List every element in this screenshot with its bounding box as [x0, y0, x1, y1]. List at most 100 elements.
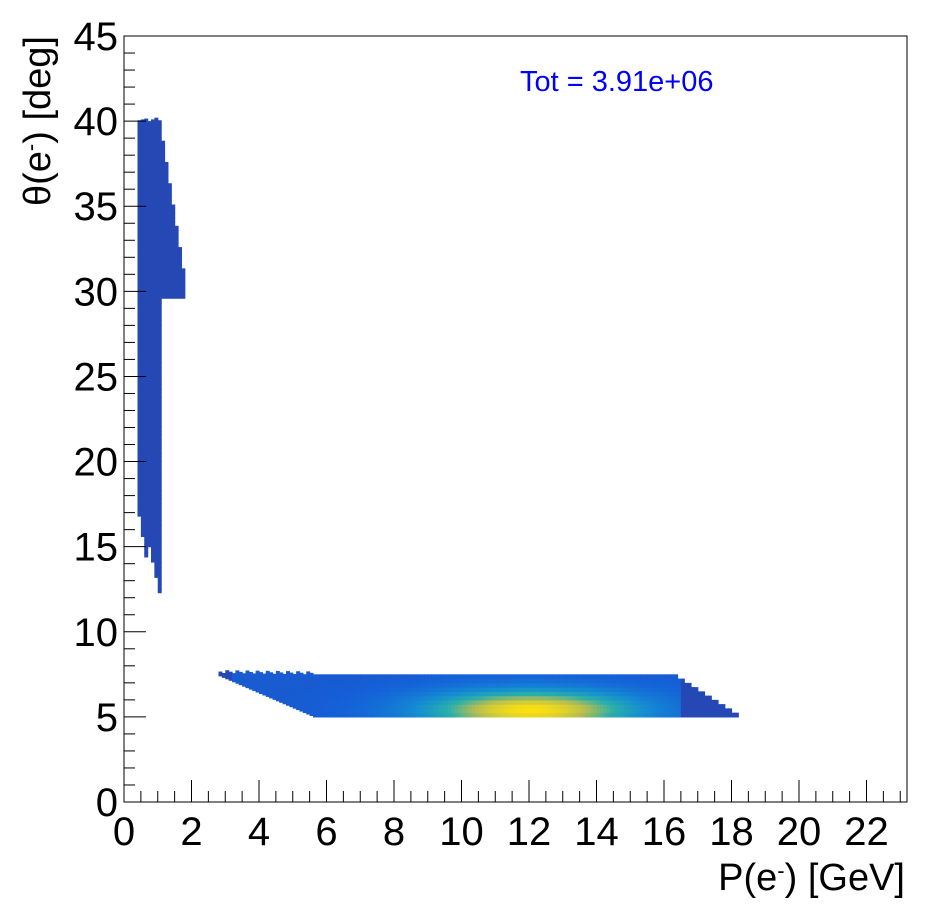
heatmap-cell	[144, 548, 149, 554]
heatmap-cell	[556, 699, 560, 705]
heatmap-cell	[252, 673, 257, 679]
heatmap-cell	[154, 564, 159, 570]
heatmap-cell	[313, 695, 317, 701]
heatmap-cell	[151, 361, 155, 367]
heatmap-cell	[441, 682, 446, 688]
heatmap-cell	[660, 687, 665, 692]
heatmap-cell	[144, 522, 149, 528]
heatmap-cell	[407, 699, 412, 705]
heatmap-cell	[147, 504, 152, 509]
heatmap-cell	[171, 293, 176, 299]
heatmap-cell	[286, 692, 290, 698]
heatmap-cell	[137, 460, 142, 466]
heatmap-cell	[643, 678, 648, 684]
heatmap-cell	[701, 691, 706, 697]
heatmap-cell	[461, 674, 466, 680]
heatmap-cell	[599, 695, 604, 701]
heatmap-cell	[154, 436, 159, 442]
heatmap-cell	[701, 708, 706, 714]
heatmap-cell	[140, 357, 145, 363]
heatmap-cell	[144, 182, 149, 188]
heatmap-cell	[545, 691, 550, 697]
heatmap-cell	[454, 699, 459, 705]
heatmap-cell	[157, 588, 162, 594]
heatmap-cell	[151, 438, 155, 444]
heatmap-cell	[468, 699, 473, 705]
heatmap-cell	[616, 674, 621, 680]
heatmap-cell	[454, 674, 459, 680]
heatmap-cell	[566, 708, 571, 714]
heatmap-cell	[525, 708, 530, 714]
heatmap-cell	[427, 695, 432, 701]
heatmap-cell	[137, 435, 142, 441]
heatmap-cell	[157, 388, 162, 394]
heatmap-cell	[572, 687, 577, 692]
heatmap-cell	[289, 676, 294, 682]
heatmap-cell	[623, 699, 628, 705]
heatmap-cell	[137, 141, 142, 147]
heatmap-cell	[140, 161, 145, 167]
heatmap-cell	[583, 682, 587, 688]
heatmap-cell	[687, 691, 692, 697]
heatmap-cell	[151, 502, 155, 508]
heatmap-cell	[444, 678, 449, 684]
heatmap-cell	[265, 683, 270, 689]
heatmap-cell	[151, 510, 155, 516]
heatmap-cell	[340, 674, 344, 680]
heatmap-cell	[680, 699, 685, 705]
heatmap-cell	[333, 687, 338, 692]
heatmap-cell	[167, 247, 172, 252]
heatmap-cell	[626, 678, 631, 684]
heatmap-cell	[157, 435, 162, 441]
heatmap-cell	[157, 137, 162, 143]
heatmap-cell	[434, 704, 439, 709]
heatmap-cell	[353, 699, 358, 705]
heatmap-cell	[424, 682, 429, 688]
heatmap-cell	[144, 361, 149, 366]
heatmap-cell	[147, 244, 152, 250]
heatmap-cell	[471, 691, 476, 697]
heatmap-cell	[154, 241, 159, 246]
heatmap-cell	[154, 321, 159, 327]
heatmap-cell	[660, 674, 665, 680]
heatmap-cell	[633, 682, 638, 688]
heatmap-cell	[140, 519, 145, 525]
heatmap-cell	[174, 255, 179, 261]
heatmap-cell	[147, 495, 152, 501]
heatmap-cell	[367, 687, 371, 692]
heatmap-cell	[326, 682, 331, 688]
heatmap-cell	[353, 708, 358, 714]
heatmap-cell	[650, 678, 655, 684]
heatmap-cell	[613, 682, 618, 688]
heatmap-cell	[235, 674, 240, 680]
heatmap-cell	[144, 505, 149, 511]
heatmap-cell	[137, 167, 142, 172]
heatmap-cell	[151, 289, 155, 295]
heatmap-cell	[157, 230, 162, 236]
heatmap-cell	[151, 404, 155, 410]
heatmap-cell	[137, 158, 142, 164]
heatmap-cell	[643, 695, 648, 701]
heatmap-cell	[157, 243, 162, 249]
heatmap-cell	[154, 198, 159, 204]
heatmap-cell	[498, 678, 503, 684]
heatmap-cell	[647, 678, 652, 684]
heatmap-cell	[525, 682, 530, 688]
heatmap-cell	[255, 687, 260, 693]
heatmap-cell	[151, 523, 155, 529]
heatmap-cell	[616, 708, 621, 714]
heatmap-cell	[400, 674, 405, 680]
heatmap-cell	[643, 674, 648, 680]
heatmap-cell	[630, 712, 635, 718]
heatmap-cell	[144, 386, 149, 392]
heatmap-cell	[545, 695, 550, 701]
heatmap-cell	[454, 695, 459, 701]
heatmap-cell	[515, 682, 520, 688]
heatmap-cell	[140, 387, 145, 393]
heatmap-cell	[140, 234, 145, 240]
heatmap-cell	[346, 708, 351, 714]
heatmap-cell	[427, 674, 432, 680]
heatmap-cell	[481, 712, 486, 718]
heatmap-cell	[157, 494, 162, 500]
heatmap-cell	[137, 205, 142, 211]
